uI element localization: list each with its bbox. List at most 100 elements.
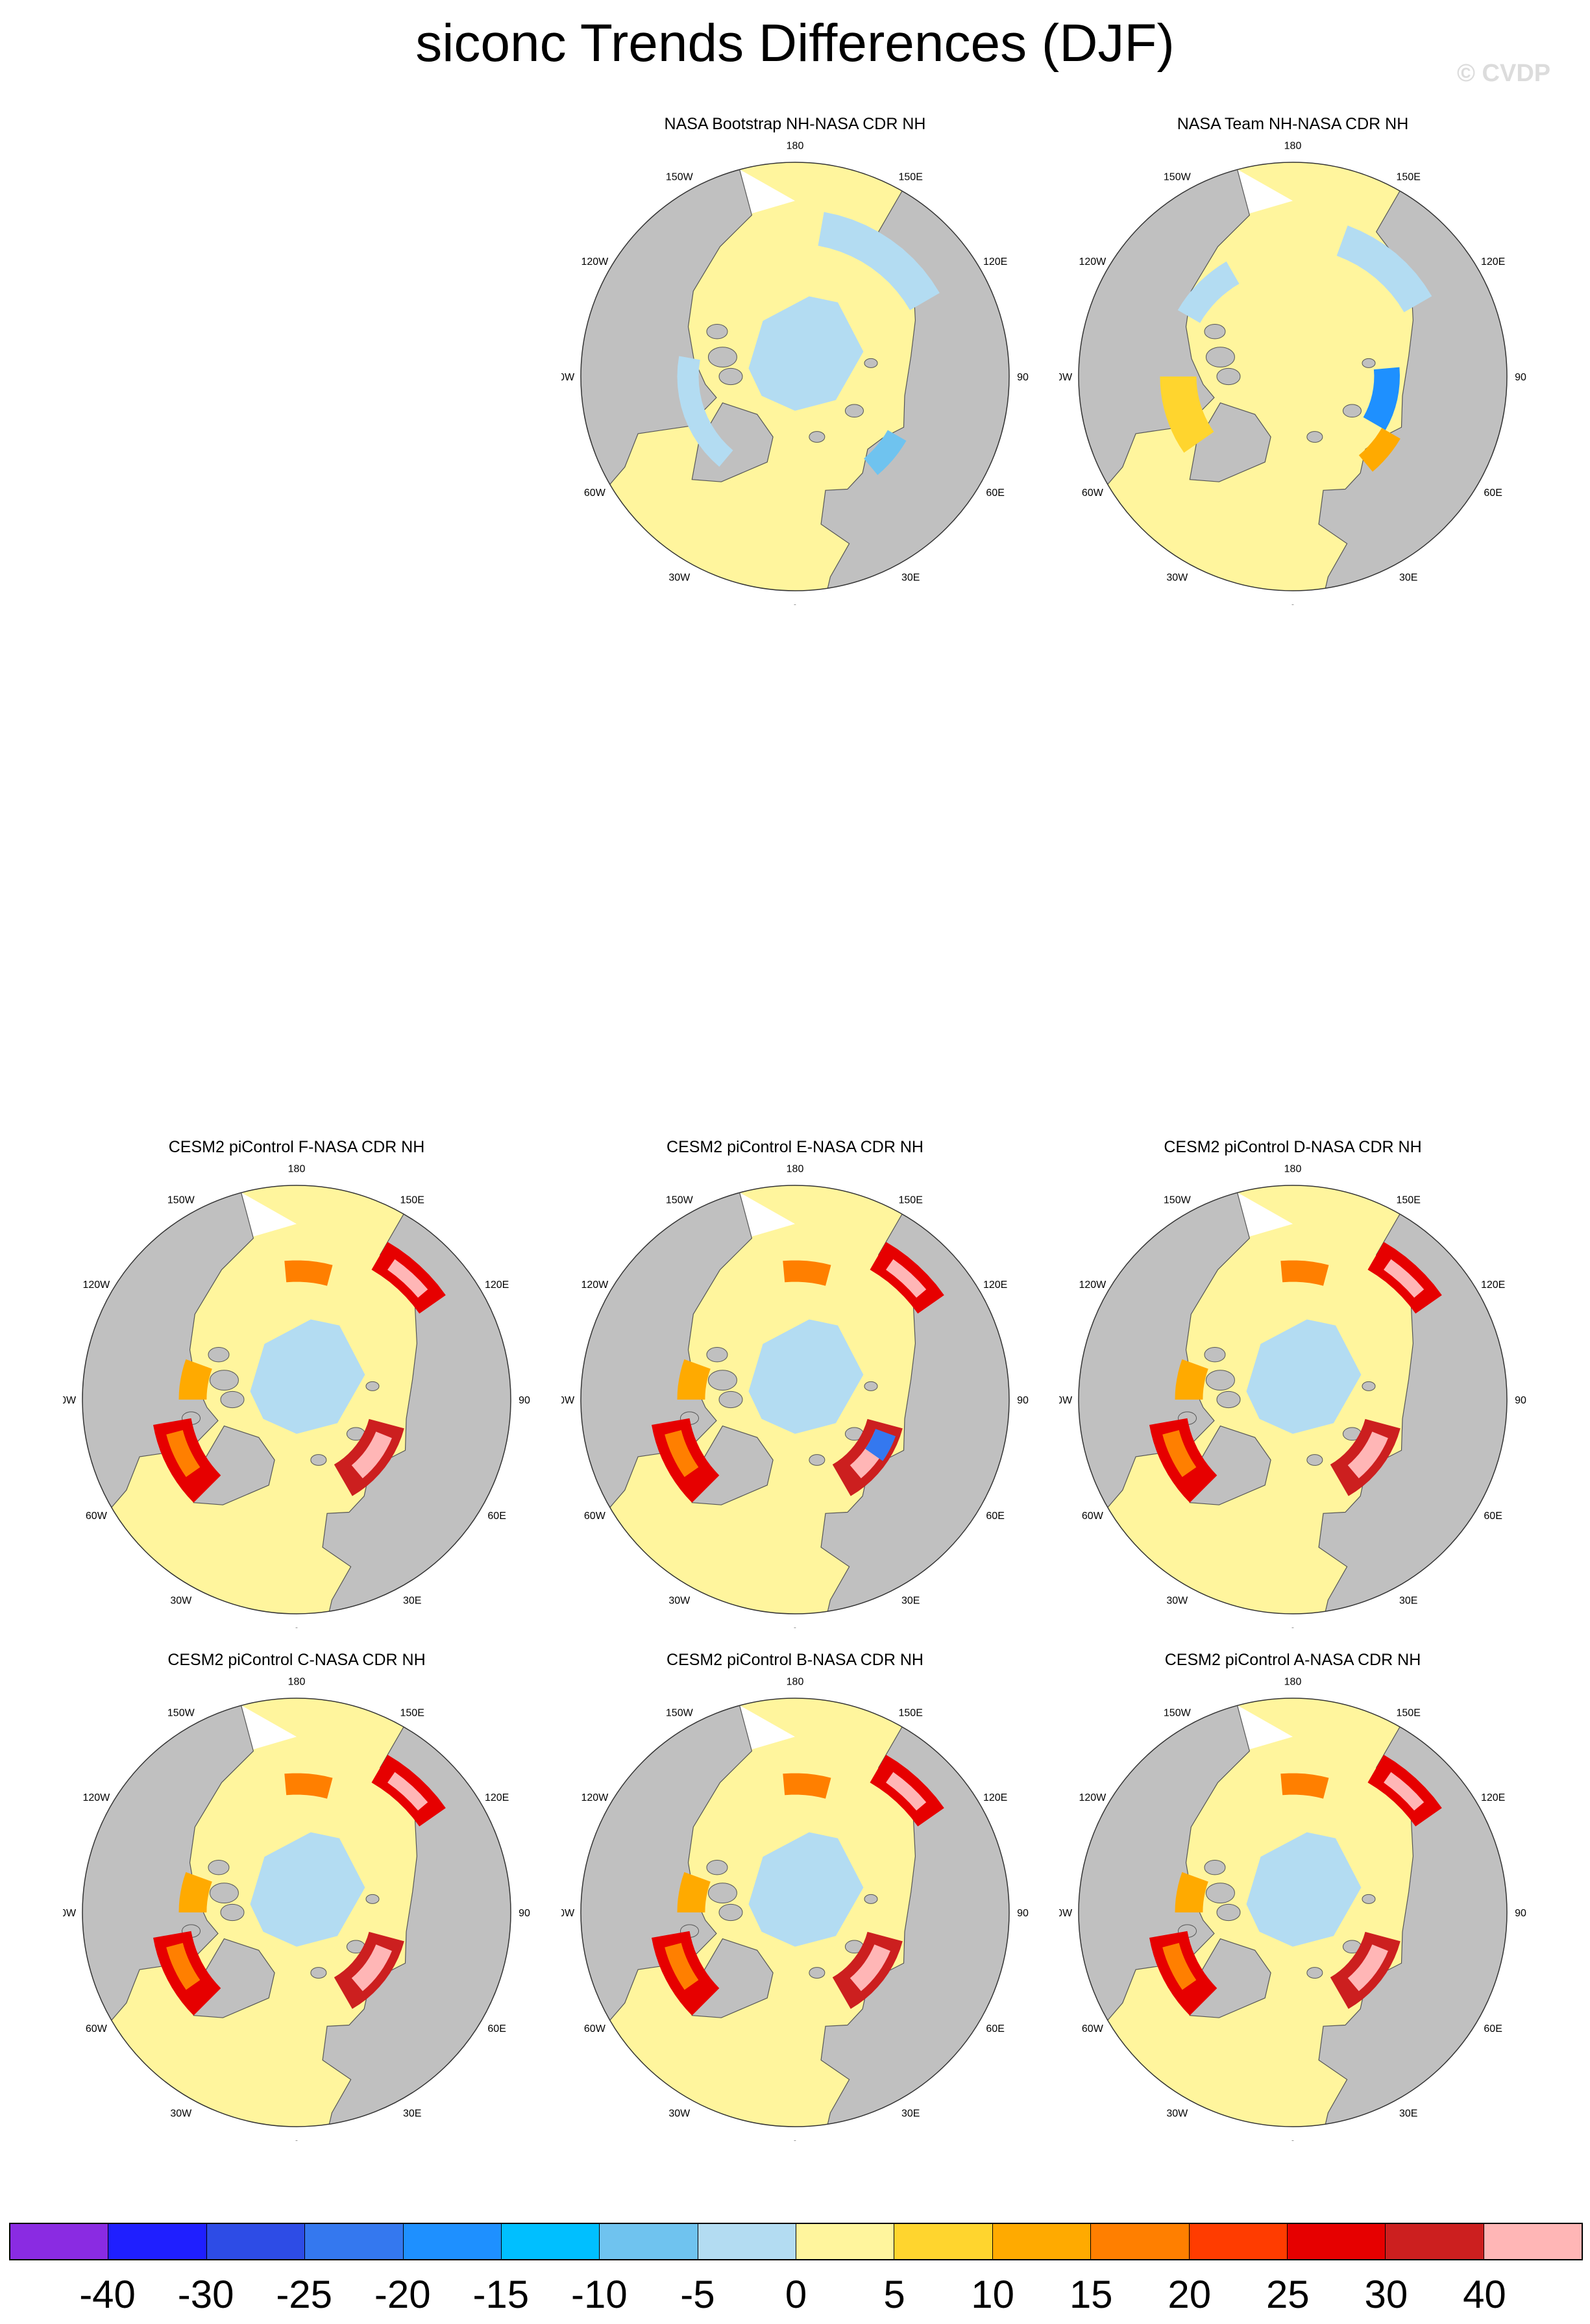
map-boundary bbox=[82, 1698, 511, 2127]
longitude-label: 90E bbox=[1017, 372, 1029, 383]
map-boundary bbox=[1078, 162, 1508, 591]
land-island bbox=[864, 1894, 878, 1904]
land-island bbox=[1306, 1967, 1323, 1979]
map-boundary bbox=[82, 1185, 511, 1614]
land-island bbox=[718, 367, 743, 386]
colorbar-box bbox=[1386, 2224, 1484, 2259]
map-boundary bbox=[580, 1698, 1010, 2127]
longitude-label: 0 bbox=[1290, 603, 1296, 605]
longitude-label: 120W bbox=[1079, 1279, 1107, 1291]
longitude-label: 150E bbox=[899, 171, 923, 182]
longitude-label: 30W bbox=[170, 2108, 192, 2120]
colorbar-tick-label: -30 bbox=[177, 2273, 234, 2316]
longitude-label: 30E bbox=[1399, 573, 1417, 584]
land-island bbox=[1306, 431, 1323, 443]
land-island bbox=[1216, 1391, 1241, 1409]
longitude-label: 30E bbox=[1399, 1596, 1417, 1607]
longitude-label: 60W bbox=[584, 1511, 606, 1522]
longitude-label: 60W bbox=[1082, 2023, 1104, 2034]
longitude-label: 90W bbox=[561, 1908, 575, 1919]
land-island bbox=[1216, 1903, 1241, 1922]
land-island bbox=[220, 1391, 245, 1409]
longitude-label: 90W bbox=[1059, 1908, 1073, 1919]
panel-title: CESM2 piControl F-NASA CDR NH bbox=[168, 1138, 425, 1156]
map-panel-cesm2-e: CESM2 piControl E-NASA CDR NH 180 150E 120… bbox=[561, 1137, 1029, 1631]
polar-map: 180 150E 120E 90E 60E 30E 0 30W 60W 90W 120W 150W bbox=[561, 1164, 1029, 1628]
colorbar-box bbox=[1287, 2224, 1386, 2259]
longitude-label: 60W bbox=[86, 1511, 108, 1522]
land-island bbox=[809, 1454, 826, 1466]
map-panel-bootstrap: NASA Bootstrap NH-NASA CDR NH 180 150E 120… bbox=[561, 114, 1029, 608]
longitude-label: 0 bbox=[294, 1626, 300, 1628]
colorbar-box bbox=[1091, 2224, 1190, 2259]
longitude-label: 180 bbox=[787, 1164, 804, 1175]
colorbar-tick-label: 10 bbox=[971, 2273, 1014, 2316]
colorbar-tick-label: -40 bbox=[79, 2273, 136, 2316]
longitude-label: 60E bbox=[986, 2023, 1004, 2034]
land-north-america bbox=[82, 1698, 254, 2038]
colorbar-box bbox=[1189, 2224, 1288, 2259]
land-island bbox=[864, 1381, 878, 1391]
longitude-label: 120E bbox=[983, 1279, 1007, 1291]
longitude-label: 30W bbox=[1166, 2108, 1188, 2120]
central-arctic-field bbox=[748, 1319, 864, 1434]
longitude-label: 150W bbox=[666, 1194, 694, 1205]
longitude-label: 150W bbox=[167, 1194, 195, 1205]
land-island bbox=[1306, 1454, 1323, 1466]
longitude-label: 0 bbox=[1290, 2139, 1296, 2141]
longitude-label: 150W bbox=[666, 171, 694, 182]
longitude-label: 90W bbox=[63, 1395, 77, 1406]
land-island bbox=[706, 324, 728, 340]
polar-map: 180 150E 120E 90E 60E 30E 0 30W 60W 90W 120W 150W bbox=[1059, 1164, 1526, 1628]
polar-map: 180 150E 120E 90E 60E 30E 0 30W 60W 90W 120W 150W bbox=[63, 1164, 530, 1628]
colorbar-box bbox=[305, 2224, 404, 2259]
land-island bbox=[1204, 324, 1226, 340]
colorbar-tick-label: 30 bbox=[1364, 2273, 1408, 2316]
longitude-label: 60E bbox=[1484, 488, 1502, 499]
longitude-label: 150W bbox=[666, 1707, 694, 1718]
land-island bbox=[310, 1454, 327, 1466]
land-island bbox=[1205, 347, 1235, 368]
longitude-label: 30W bbox=[668, 2108, 691, 2120]
map-panel-cesm2-a: CESM2 piControl A-NASA CDR NH 180 150E 120… bbox=[1059, 1650, 1526, 2144]
land-island bbox=[1204, 1347, 1226, 1363]
colorbar-box bbox=[600, 2224, 698, 2259]
land-island bbox=[706, 1860, 728, 1875]
land-island bbox=[208, 1860, 230, 1875]
land-greenland bbox=[691, 402, 774, 482]
longitude-label: 30E bbox=[901, 2108, 920, 2120]
colorbar bbox=[9, 2223, 1583, 2260]
colorbar-tick-label: -15 bbox=[472, 2273, 530, 2316]
colorbar-tick-label: -25 bbox=[276, 2273, 333, 2316]
map-boundary bbox=[580, 162, 1010, 591]
land-island bbox=[1362, 358, 1376, 368]
panel-title: CESM2 piControl A-NASA CDR NH bbox=[1164, 1651, 1421, 1669]
longitude-label: 120W bbox=[82, 1792, 110, 1803]
land-north-america bbox=[1079, 1185, 1251, 1526]
polar-map: 180 150E 120E 90E 60E 30E 0 30W 60W 90W 120W 150W bbox=[63, 1677, 530, 2141]
land-island bbox=[209, 1883, 239, 1904]
longitude-label: 60W bbox=[86, 2023, 108, 2034]
map-panel-team: NASA Team NH-NASA CDR NH 180 150E 120E 90E 6… bbox=[1059, 114, 1526, 608]
colorbar-box bbox=[108, 2224, 207, 2259]
central-arctic-field bbox=[250, 1832, 365, 1947]
polar-map: 180 150E 120E 90E 60E 30E 0 30W 60W 90W 120W 150W bbox=[1059, 1677, 1526, 2141]
longitude-label: 30W bbox=[668, 573, 691, 584]
longitude-label: 60W bbox=[1082, 1511, 1104, 1522]
longitude-label: 120W bbox=[1079, 1792, 1107, 1803]
colorbar-box bbox=[10, 2224, 109, 2259]
longitude-label: 30E bbox=[901, 573, 920, 584]
colorbar-box bbox=[796, 2224, 895, 2259]
longitude-label: 120W bbox=[82, 1279, 110, 1291]
land-island bbox=[844, 404, 864, 418]
longitude-label: 30W bbox=[668, 1596, 691, 1607]
longitude-label: 120W bbox=[581, 1279, 609, 1291]
land-island bbox=[1362, 1381, 1376, 1391]
land-island bbox=[365, 1894, 380, 1904]
panel-title: CESM2 piControl E-NASA CDR NH bbox=[667, 1138, 923, 1156]
longitude-label: 0 bbox=[1290, 1626, 1296, 1628]
longitude-label: 90E bbox=[519, 1908, 530, 1919]
longitude-label: 150E bbox=[1397, 1194, 1421, 1205]
land-island bbox=[718, 1391, 743, 1409]
longitude-label: 150W bbox=[1164, 1194, 1192, 1205]
